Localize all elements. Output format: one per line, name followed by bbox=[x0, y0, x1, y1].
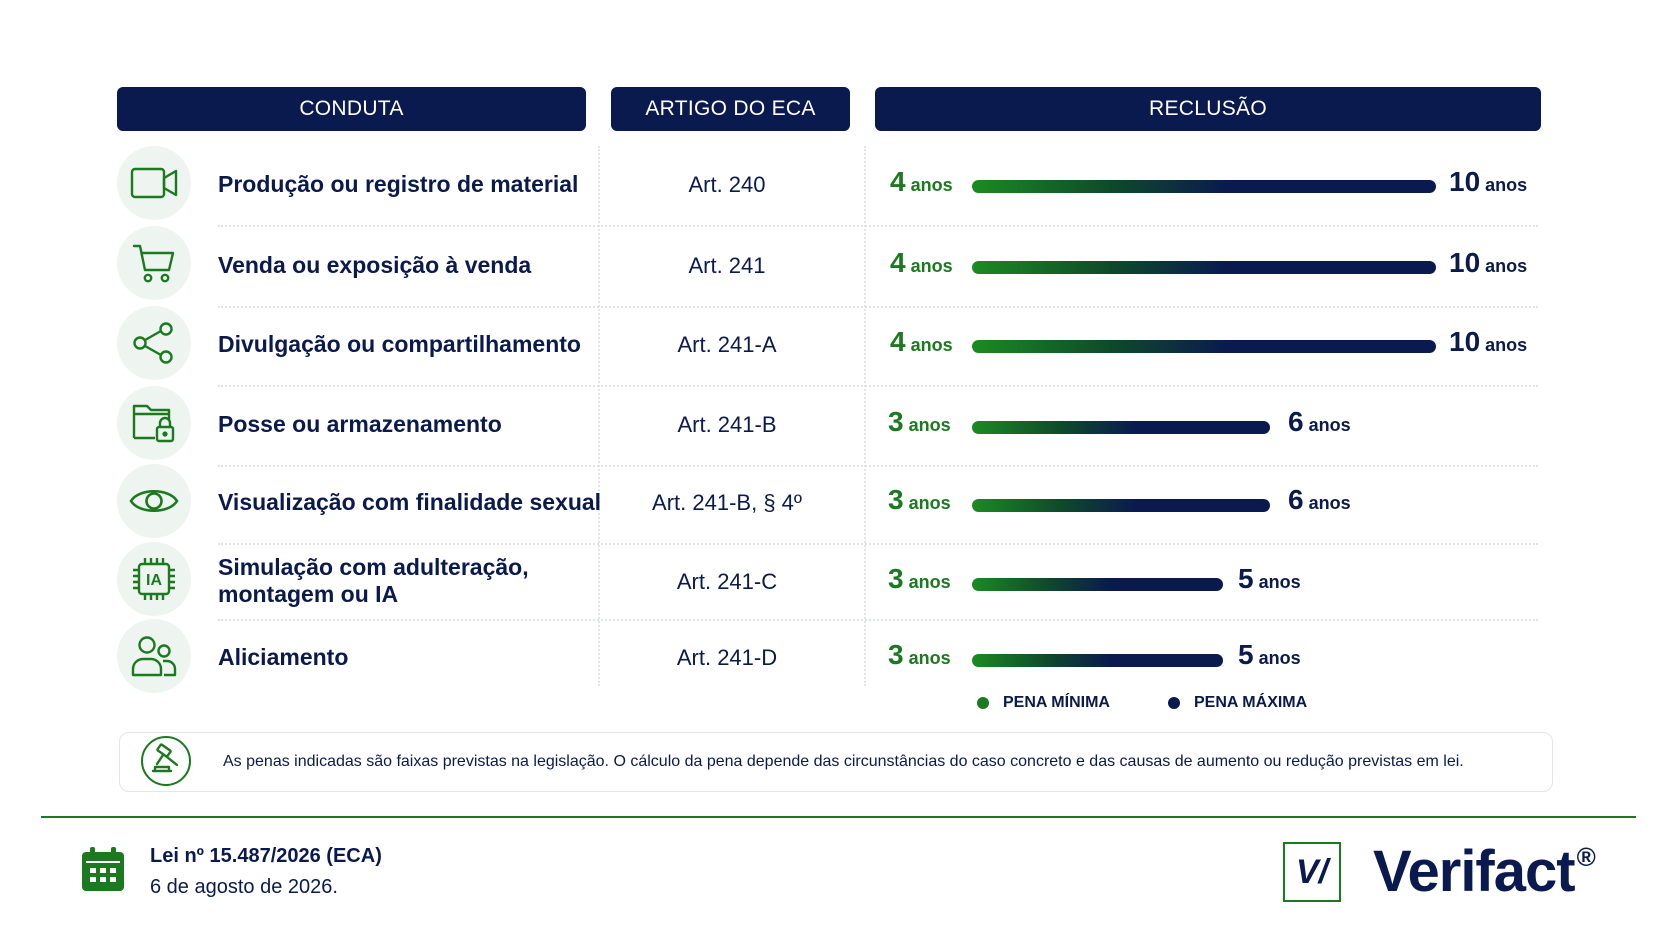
reclusao-bar bbox=[972, 180, 1436, 193]
users-icon bbox=[117, 619, 191, 693]
legend-max-label: PENA MÁXIMA bbox=[1194, 694, 1308, 711]
pena-minima: 4 anos bbox=[890, 247, 953, 278]
artigo-label: Art. 240 bbox=[688, 172, 766, 197]
column-divider bbox=[598, 146, 600, 686]
artigo-label: Art. 241-A bbox=[677, 332, 777, 357]
legend-max-dot bbox=[1168, 697, 1180, 709]
legend-min-dot bbox=[977, 697, 989, 709]
pena-minima: 3 anos bbox=[888, 639, 951, 670]
conduta-label: Venda ou exposição à venda bbox=[218, 252, 532, 278]
reclusao-bar bbox=[972, 499, 1270, 512]
pena-minima: 3 anos bbox=[888, 484, 951, 515]
eye-icon bbox=[117, 464, 191, 538]
shopping-cart-icon bbox=[117, 226, 191, 300]
table-row: Visualização com finalidade sexual Art. … bbox=[0, 464, 1672, 542]
conduta-label: Produção ou registro de material bbox=[218, 171, 579, 197]
conduta-label: Posse ou armazenamento bbox=[218, 411, 502, 437]
pena-maxima: 10 anos bbox=[1449, 247, 1528, 278]
row-divider bbox=[218, 465, 1538, 467]
ai-chip-text: IA bbox=[146, 572, 162, 589]
pena-maxima: 6 anos bbox=[1288, 406, 1351, 437]
table-row: IA Simulação com adulteração, montagem o… bbox=[0, 542, 1672, 620]
legend-min: PENA MÍNIMA bbox=[977, 694, 1110, 712]
table-row: Venda ou exposição à venda Art. 241 4 ano… bbox=[0, 226, 1672, 304]
law-reference: Lei nº 15.487/2026 (ECA) bbox=[150, 845, 382, 867]
gavel-icon bbox=[141, 736, 191, 786]
pena-maxima: 10 anos bbox=[1449, 166, 1528, 197]
conduta-label: Divulgação ou compartilhamento bbox=[218, 331, 581, 357]
registered-mark: ® bbox=[1576, 842, 1596, 872]
note-text: As penas indicadas são faixas previstas … bbox=[223, 753, 1464, 770]
pena-minima: 3 anos bbox=[888, 563, 951, 594]
reclusao-bar bbox=[972, 340, 1436, 353]
legend-max: PENA MÁXIMA bbox=[1168, 694, 1307, 712]
pena-maxima: 5 anos bbox=[1238, 639, 1301, 670]
law-date: 6 de agosto de 2026. bbox=[150, 876, 338, 898]
artigo-label: Art. 241-C bbox=[676, 569, 778, 594]
brand-name: Verifact® bbox=[1373, 839, 1596, 904]
video-camera-icon bbox=[117, 146, 191, 220]
header-conduta: CONDUTA bbox=[117, 87, 586, 131]
reclusao-bar bbox=[972, 654, 1223, 667]
table-row: Produção ou registro de material Art. 24… bbox=[0, 146, 1672, 224]
calendar-icon bbox=[80, 845, 126, 893]
artigo-label: Art. 241 bbox=[688, 253, 766, 278]
row-divider bbox=[218, 306, 1538, 308]
pena-maxima: 10 anos bbox=[1449, 326, 1528, 357]
row-divider bbox=[218, 619, 1538, 621]
pena-maxima: 6 anos bbox=[1288, 484, 1351, 515]
footer-divider bbox=[41, 816, 1636, 818]
conduta-label: Visualização com finalidade sexual bbox=[218, 489, 602, 515]
reclusao-bar bbox=[972, 261, 1436, 274]
table-row: Divulgação ou compartilhamento Art. 241-… bbox=[0, 306, 1672, 384]
reclusao-bar bbox=[972, 421, 1270, 434]
conduta-label: Simulação com adulteração, montagem ou I… bbox=[218, 554, 529, 607]
pena-minima: 3 anos bbox=[888, 406, 951, 437]
verifact-logo-icon: V/ bbox=[1283, 842, 1341, 902]
row-divider bbox=[218, 543, 1538, 545]
header-artigo: ARTIGO DO ECA bbox=[611, 87, 850, 131]
column-divider bbox=[864, 146, 866, 686]
locked-folder-icon bbox=[117, 386, 191, 460]
row-divider bbox=[218, 385, 1538, 387]
ai-chip-icon: IA bbox=[117, 542, 191, 616]
pena-minima: 4 anos bbox=[890, 326, 953, 357]
reclusao-bar bbox=[972, 578, 1223, 591]
pena-minima: 4 anos bbox=[890, 166, 953, 197]
artigo-label: Art. 241-D bbox=[676, 645, 778, 670]
conduta-label: Aliciamento bbox=[218, 644, 349, 670]
logo-mark: V/ bbox=[1295, 852, 1329, 891]
table-row: Posse ou armazenamento Art. 241-B 3 anos … bbox=[0, 386, 1672, 464]
share-icon bbox=[117, 306, 191, 380]
table-row: Aliciamento Art. 241-D 3 anos 5 anos bbox=[0, 619, 1672, 697]
legend-min-label: PENA MÍNIMA bbox=[1003, 694, 1110, 711]
note-box: As penas indicadas são faixas previstas … bbox=[119, 732, 1553, 792]
row-divider bbox=[218, 225, 1538, 227]
header-reclusao: RECLUSÃO bbox=[875, 87, 1541, 131]
artigo-label: Art. 241-B, § 4º bbox=[652, 490, 802, 515]
pena-maxima: 5 anos bbox=[1238, 563, 1301, 594]
artigo-label: Art. 241-B bbox=[677, 412, 777, 437]
